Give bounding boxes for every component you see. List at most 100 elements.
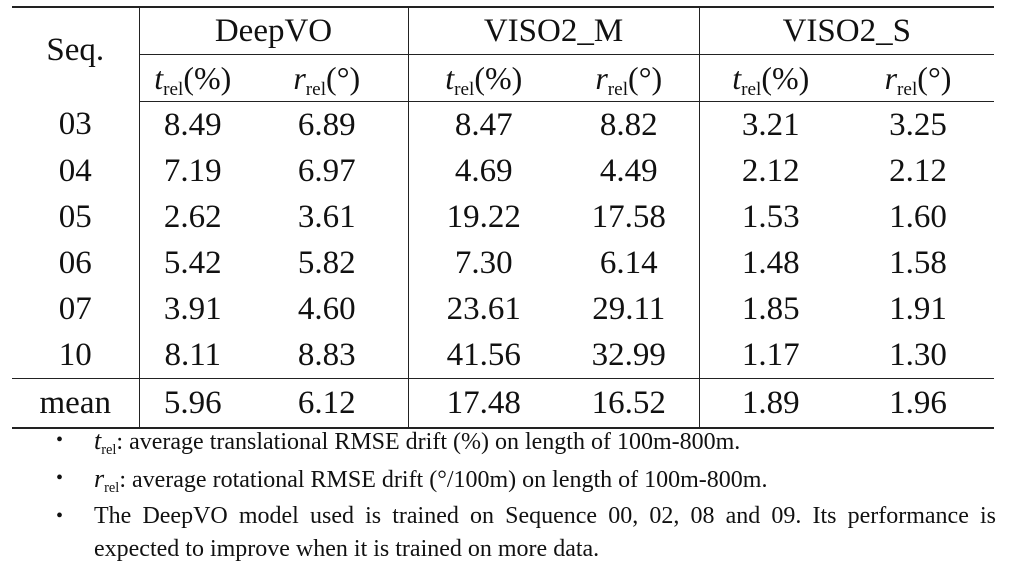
value-cell: 3.21	[741, 106, 800, 143]
value-cell: 16.52	[559, 378, 700, 429]
subscript: rel	[741, 79, 762, 101]
value-cell: 1.30	[889, 336, 947, 373]
value-cell: 4.49	[559, 148, 700, 194]
unit: (%)	[761, 59, 810, 96]
value-cell: 17.48	[408, 378, 559, 429]
value-cell: 1.96	[842, 378, 994, 429]
bullet-icon: •	[56, 429, 64, 451]
symbol: t	[445, 59, 455, 96]
value-cell: 1.85	[741, 290, 800, 327]
value-cell: 23.61	[446, 290, 521, 327]
symbol: r	[884, 59, 898, 96]
seq-cell: 04	[12, 148, 140, 194]
group-header-row: Seq. DeepVO VISO2_M VISO2_S	[12, 7, 994, 102]
sub-header-cell: trel(%)	[699, 54, 842, 102]
value-cell: 1.89	[699, 378, 842, 429]
value-cell: 5.42	[163, 244, 222, 281]
bullet-icon: •	[56, 467, 64, 489]
symbol: t	[154, 59, 164, 96]
subscript: rel	[454, 79, 475, 101]
note-item: • rrel: average rotational RMSE drift (°/…	[56, 462, 996, 500]
seq-header: Seq.	[12, 7, 140, 102]
value-cell: 2.12	[741, 152, 800, 189]
table-row: 04 7.19 6.97 4.69 4.49 2.12 2.12	[12, 148, 994, 194]
value-cell: 2.12	[889, 152, 947, 189]
subscript: rel	[897, 79, 918, 101]
table-notes: • trel: average translational RMSE drift …	[56, 424, 996, 566]
value-cell: 1.91	[889, 290, 947, 327]
value-cell: 1.60	[889, 198, 947, 235]
value-cell: 3.25	[889, 106, 947, 143]
seq-cell: 06	[12, 240, 140, 286]
value-cell: 4.69	[454, 152, 513, 189]
value-cell: 6.89	[246, 101, 409, 148]
subscript: rel	[163, 79, 184, 101]
symbol: r	[94, 464, 105, 493]
group-header-viso2-s: VISO2_S	[699, 7, 994, 55]
seq-cell: 03	[12, 101, 140, 148]
value-cell: 1.48	[741, 244, 800, 281]
value-cell: 7.19	[163, 152, 222, 189]
unit: (%)	[474, 59, 523, 96]
note-item: • The DeepVO model used is trained on Seq…	[56, 500, 996, 566]
sub-header-cell: trel(%)	[139, 54, 246, 102]
value-cell: 5.82	[246, 240, 409, 286]
value-cell: 4.60	[246, 286, 409, 332]
bullet-icon: •	[56, 505, 64, 527]
unit: (%)	[183, 59, 232, 96]
value-cell: 32.99	[559, 332, 700, 379]
note-text: The DeepVO model used is trained on Sequ…	[94, 500, 996, 566]
value-cell: 1.17	[741, 336, 800, 373]
group-header-viso2-m: VISO2_M	[408, 7, 700, 55]
value-cell: 6.14	[559, 240, 700, 286]
seq-cell: mean	[12, 378, 140, 429]
note-text: trel: average translational RMSE drift (…	[94, 424, 996, 462]
sub-header-cell: rrel(°)	[842, 54, 994, 102]
value-cell: 6.97	[246, 148, 409, 194]
value-cell: 8.82	[559, 101, 700, 148]
value-cell: 29.11	[559, 286, 700, 332]
note-body: The DeepVO model used is trained on Sequ…	[94, 503, 996, 562]
unit: (°)	[628, 59, 663, 96]
seq-cell: 05	[12, 194, 140, 240]
note-body: : average rotational RMSE drift (°/100m)…	[119, 467, 768, 493]
sub-header-cell: trel(%)	[408, 54, 559, 102]
table-row: 06 5.42 5.82 7.30 6.14 1.48 1.58	[12, 240, 994, 286]
symbol: t	[94, 426, 102, 455]
value-cell: 17.58	[559, 194, 700, 240]
value-cell: 7.30	[454, 244, 513, 281]
symbol: r	[595, 59, 608, 96]
seq-cell: 10	[12, 332, 140, 379]
seq-cell: 07	[12, 286, 140, 332]
unit: (°)	[326, 59, 361, 96]
group-header-deepvo: DeepVO	[139, 7, 409, 55]
note-item: • trel: average translational RMSE drift …	[56, 424, 996, 462]
subscript: rel	[607, 79, 629, 101]
sub-header-row: trel(%) rrel(°) trel(%) rrel(°) trel(%) rrel(…	[12, 54, 994, 102]
subscript: rel	[305, 79, 327, 101]
value-cell: 3.61	[246, 194, 409, 240]
value-cell: 41.56	[446, 336, 521, 373]
value-cell: 6.12	[246, 378, 409, 429]
note-text: rrel: average rotational RMSE drift (°/1…	[94, 462, 996, 500]
value-cell: 1.53	[741, 198, 800, 235]
value-cell: 8.49	[163, 106, 222, 143]
table-row: 03 8.49 6.89 8.47 8.82 3.21 3.25	[12, 101, 994, 148]
subscript: rel	[104, 480, 120, 497]
symbol: r	[293, 59, 306, 96]
table-body: 03 8.49 6.89 8.47 8.82 3.21 3.25 04 7.19 6.97 4.69…	[12, 101, 994, 429]
symbol: t	[732, 59, 742, 96]
value-cell: 3.91	[163, 290, 222, 327]
subscript: rel	[101, 442, 117, 459]
value-cell: 8.11	[164, 336, 222, 373]
table-row: 10 8.11 8.83 41.56 32.99 1.17 1.30	[12, 332, 994, 379]
value-cell: 1.58	[889, 244, 947, 281]
sub-header-cell: rrel(°)	[559, 54, 700, 102]
value-cell: 19.22	[446, 198, 521, 235]
value-cell: 5.96	[139, 378, 246, 429]
table-row: 05 2.62 3.61 19.22 17.58 1.53 1.60	[12, 194, 994, 240]
unit: (°)	[917, 59, 952, 96]
value-cell: 8.47	[454, 106, 513, 143]
mean-row: mean 5.96 6.12 17.48 16.52 1.89 1.96	[12, 378, 994, 429]
